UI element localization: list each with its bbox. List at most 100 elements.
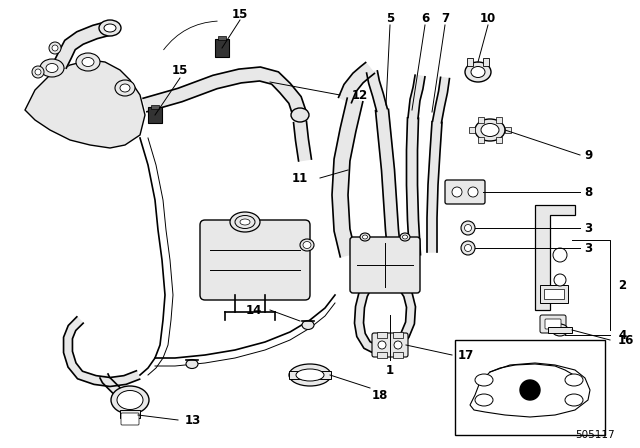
Ellipse shape xyxy=(565,394,583,406)
Text: 6: 6 xyxy=(421,12,429,25)
Circle shape xyxy=(465,245,472,251)
Text: 9: 9 xyxy=(584,148,592,161)
Ellipse shape xyxy=(40,59,64,77)
Text: 14: 14 xyxy=(246,303,262,316)
Text: 3: 3 xyxy=(584,241,592,254)
Ellipse shape xyxy=(360,233,370,241)
Text: 4: 4 xyxy=(618,328,627,341)
Text: 15: 15 xyxy=(232,8,248,21)
Ellipse shape xyxy=(186,359,198,369)
FancyBboxPatch shape xyxy=(545,319,561,329)
FancyBboxPatch shape xyxy=(445,180,485,204)
Text: 16: 16 xyxy=(618,333,634,346)
Polygon shape xyxy=(535,205,575,310)
Ellipse shape xyxy=(394,341,402,349)
Polygon shape xyxy=(433,78,449,123)
Ellipse shape xyxy=(475,394,493,406)
Text: 13: 13 xyxy=(185,414,201,426)
FancyBboxPatch shape xyxy=(350,237,420,293)
Ellipse shape xyxy=(452,187,462,197)
Polygon shape xyxy=(100,374,121,395)
Ellipse shape xyxy=(111,386,149,414)
Ellipse shape xyxy=(400,233,410,241)
Ellipse shape xyxy=(289,364,331,386)
Text: 3: 3 xyxy=(584,221,592,234)
Ellipse shape xyxy=(403,235,408,239)
Bar xyxy=(289,371,331,379)
Circle shape xyxy=(461,241,475,255)
Ellipse shape xyxy=(99,20,121,36)
Ellipse shape xyxy=(291,108,309,122)
Polygon shape xyxy=(294,121,312,161)
Ellipse shape xyxy=(565,374,583,386)
Polygon shape xyxy=(427,122,442,252)
Ellipse shape xyxy=(104,24,116,32)
Text: 8: 8 xyxy=(584,185,592,198)
Bar xyxy=(120,410,140,418)
Circle shape xyxy=(554,274,566,286)
Polygon shape xyxy=(54,21,112,68)
Text: 1: 1 xyxy=(386,363,394,376)
Bar xyxy=(483,58,489,66)
Text: 7: 7 xyxy=(441,12,449,25)
Text: 12: 12 xyxy=(352,89,368,102)
Ellipse shape xyxy=(120,84,130,92)
Polygon shape xyxy=(406,118,420,255)
Circle shape xyxy=(35,69,41,75)
Bar xyxy=(548,327,572,333)
Ellipse shape xyxy=(475,374,493,386)
FancyBboxPatch shape xyxy=(200,220,310,300)
Ellipse shape xyxy=(235,215,255,228)
FancyBboxPatch shape xyxy=(540,315,566,333)
Ellipse shape xyxy=(240,219,250,225)
Polygon shape xyxy=(355,284,415,354)
Bar xyxy=(218,36,226,40)
Circle shape xyxy=(32,66,44,78)
Ellipse shape xyxy=(362,235,367,239)
Bar xyxy=(377,332,387,338)
Bar xyxy=(544,289,564,299)
Ellipse shape xyxy=(117,391,143,409)
Ellipse shape xyxy=(296,369,324,381)
Ellipse shape xyxy=(76,53,100,71)
Bar xyxy=(148,107,162,123)
Circle shape xyxy=(520,380,540,400)
Text: 17: 17 xyxy=(458,349,474,362)
Ellipse shape xyxy=(468,187,478,197)
Bar xyxy=(469,127,475,133)
Ellipse shape xyxy=(82,57,94,66)
Circle shape xyxy=(52,45,58,51)
Ellipse shape xyxy=(471,66,485,78)
FancyBboxPatch shape xyxy=(121,413,139,425)
Ellipse shape xyxy=(303,241,311,249)
FancyBboxPatch shape xyxy=(372,333,408,357)
Polygon shape xyxy=(470,363,590,417)
Bar xyxy=(455,340,605,435)
Text: 5: 5 xyxy=(386,12,394,25)
Ellipse shape xyxy=(475,119,505,141)
Bar xyxy=(393,352,403,358)
Polygon shape xyxy=(367,71,387,112)
Bar xyxy=(215,39,229,57)
Bar xyxy=(377,352,387,358)
Polygon shape xyxy=(332,98,363,257)
Text: 15: 15 xyxy=(172,64,188,77)
Circle shape xyxy=(49,42,61,54)
Bar xyxy=(393,332,403,338)
Ellipse shape xyxy=(46,64,58,73)
Ellipse shape xyxy=(115,80,135,96)
Bar xyxy=(467,58,473,66)
Polygon shape xyxy=(408,75,425,119)
Ellipse shape xyxy=(302,320,314,329)
Ellipse shape xyxy=(465,62,491,82)
Bar xyxy=(478,117,484,124)
Ellipse shape xyxy=(230,212,260,232)
Circle shape xyxy=(553,248,567,262)
Text: 11: 11 xyxy=(292,172,308,185)
Polygon shape xyxy=(25,60,145,148)
Polygon shape xyxy=(339,63,374,103)
Bar xyxy=(496,117,502,124)
Text: 2: 2 xyxy=(618,279,626,292)
Ellipse shape xyxy=(378,341,386,349)
Circle shape xyxy=(461,221,475,235)
